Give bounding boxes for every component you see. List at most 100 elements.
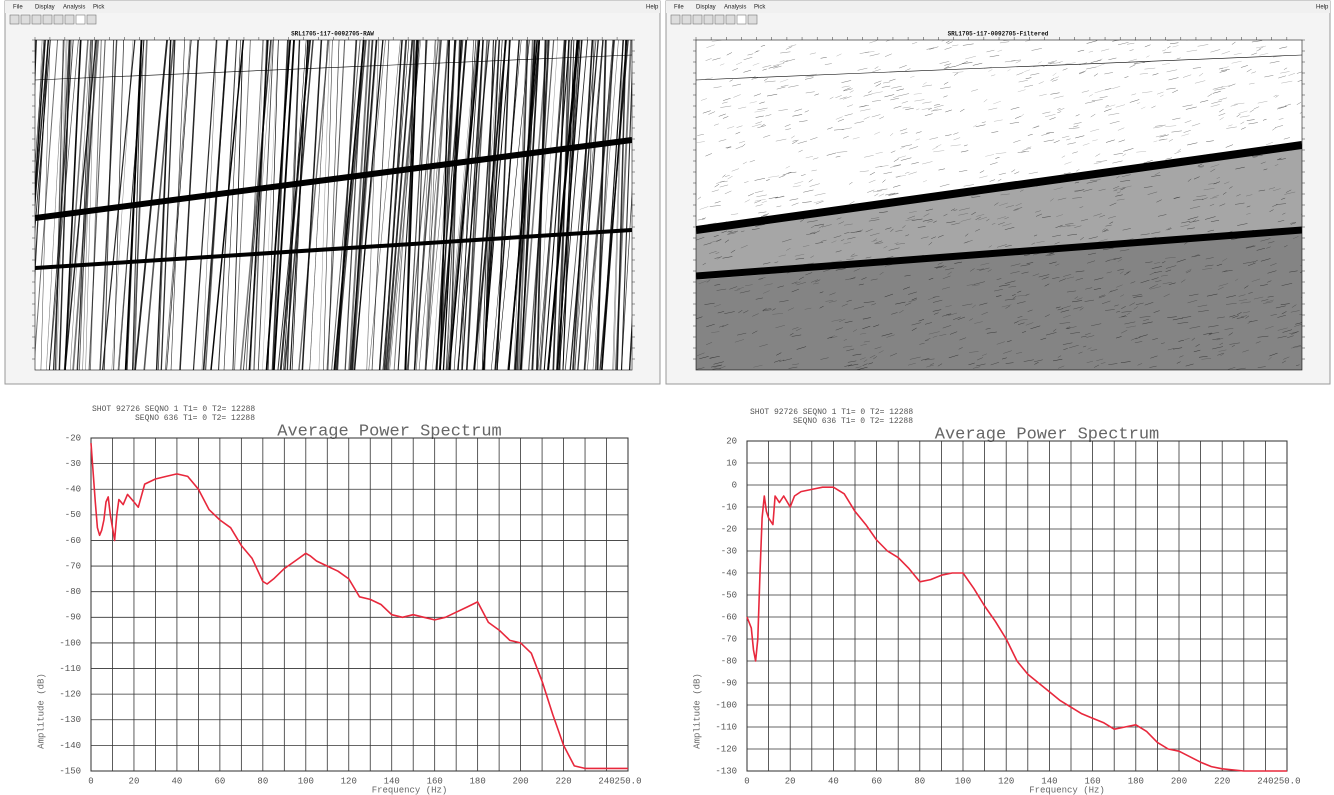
trace (1267, 280, 1272, 283)
menu-item[interactable]: Help (1316, 5, 1329, 11)
trace (1096, 160, 1108, 163)
menu-item[interactable]: Display (696, 5, 716, 11)
trace (277, 40, 312, 370)
toolbar-button[interactable] (681, 14, 692, 25)
trace (1072, 300, 1083, 303)
trace (718, 139, 727, 142)
trace (776, 86, 786, 90)
trace (1014, 116, 1021, 119)
trace (732, 83, 742, 87)
trace (1191, 337, 1196, 341)
trace (934, 104, 944, 108)
trace (806, 232, 816, 235)
trace (733, 94, 741, 98)
trace (808, 179, 813, 183)
toolbar-button[interactable] (670, 14, 681, 25)
toolbar-button[interactable] (75, 14, 86, 25)
trace (1227, 367, 1236, 370)
menu-item[interactable]: Pick (754, 5, 766, 11)
trace (1058, 108, 1065, 111)
trace (1049, 261, 1057, 264)
trace (749, 101, 757, 104)
trace (873, 356, 878, 360)
trace (884, 53, 892, 57)
toolbar-button[interactable] (725, 14, 736, 25)
trace (1268, 241, 1275, 244)
toolbar-button[interactable] (64, 14, 75, 25)
trace (1063, 315, 1071, 318)
menu-item[interactable]: Pick (93, 5, 105, 11)
toolbar-button[interactable] (20, 14, 31, 25)
menu-item[interactable]: Help (646, 5, 659, 11)
trace (1104, 104, 1116, 108)
trace (871, 114, 881, 118)
trace (829, 292, 836, 296)
trace (1096, 358, 1104, 361)
trace (1087, 252, 1096, 255)
trace (1080, 237, 1084, 241)
trace (854, 121, 864, 124)
trace (1219, 342, 1224, 346)
trace (841, 85, 850, 88)
trace (1017, 316, 1023, 318)
menu-item[interactable]: Display (35, 5, 55, 11)
trace (990, 362, 1000, 366)
trace (1020, 113, 1024, 117)
trace (1043, 276, 1048, 280)
trace (941, 40, 946, 42)
trace (1054, 76, 1059, 79)
toolbar-button[interactable] (42, 14, 53, 25)
trace (1006, 340, 1012, 343)
menu-item[interactable]: Analysis (724, 5, 746, 11)
toolbar-button[interactable] (703, 14, 714, 25)
trace (751, 123, 762, 128)
trace (974, 321, 983, 324)
trace (1052, 234, 1061, 237)
menu-item[interactable]: File (13, 5, 23, 11)
toolbar-button[interactable] (9, 14, 20, 25)
toolbar-button[interactable] (53, 14, 64, 25)
trace (1238, 294, 1246, 297)
trace (870, 217, 880, 220)
trace (1216, 316, 1225, 319)
trace (1231, 344, 1236, 348)
trace (994, 289, 1003, 292)
trace (1050, 78, 1055, 81)
toolbar-button[interactable] (692, 14, 703, 25)
trace (1108, 57, 1117, 60)
trace (895, 175, 906, 178)
toolbar-button[interactable] (714, 14, 725, 25)
trace (827, 127, 833, 130)
trace (1172, 89, 1179, 93)
toolbar-button[interactable] (31, 14, 42, 25)
seismic-panel (695, 39, 1303, 371)
trace (798, 149, 803, 153)
trace (1165, 265, 1177, 269)
trace (730, 249, 736, 253)
x-tick-label: 250.0 (1273, 776, 1300, 786)
trace (1075, 270, 1085, 273)
trace (1032, 273, 1040, 277)
y-tick-label: -70 (65, 561, 81, 571)
trace (796, 282, 807, 286)
trace (577, 40, 604, 370)
trace (1022, 147, 1032, 151)
trace (1034, 362, 1039, 365)
trace (387, 40, 412, 370)
menu-item[interactable]: Analysis (63, 5, 85, 11)
trace (1187, 142, 1198, 146)
trace (763, 290, 770, 294)
menu-item[interactable]: File (674, 5, 684, 11)
trace (987, 269, 992, 272)
trace (1225, 144, 1234, 148)
trace (1293, 345, 1302, 348)
toolbar-button[interactable] (747, 14, 758, 25)
toolbar-button[interactable] (86, 14, 97, 25)
trace (1244, 285, 1249, 289)
toolbar-button[interactable] (736, 14, 747, 25)
trace (1020, 189, 1024, 192)
y-tick-label: -60 (721, 612, 737, 622)
trace (1133, 61, 1139, 65)
trace (754, 199, 766, 202)
trace (1014, 207, 1023, 210)
